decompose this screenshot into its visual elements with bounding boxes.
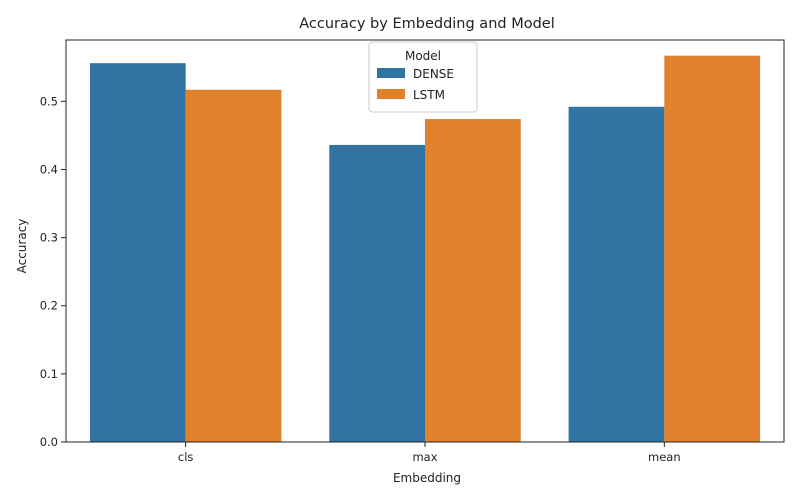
- plot-area: 0.0 0.1 0.2 0.3 0.4 0.5 cls max mean: [40, 39, 785, 464]
- legend-label-lstm: LSTM: [413, 88, 445, 102]
- x-tick-label-max: max: [412, 450, 437, 464]
- legend: Model DENSE LSTM: [368, 41, 478, 113]
- bar-lstm-mean: [664, 55, 761, 443]
- y-tick-label: 0.5: [40, 94, 58, 108]
- y-tick-label: 0.1: [40, 367, 58, 381]
- chart-title: Accuracy by Embedding and Model: [299, 16, 554, 32]
- bar-dense-cls: [89, 63, 186, 443]
- y-axis-label: Accuracy: [15, 219, 29, 274]
- bar-dense-max: [329, 144, 425, 442]
- y-tick-label: 0.4: [40, 162, 58, 176]
- bar-lstm-cls: [185, 89, 282, 443]
- y-tick-label: 0.0: [40, 435, 58, 449]
- x-tick-label-cls: cls: [178, 450, 194, 464]
- x-axis-label: Embedding: [393, 471, 461, 485]
- legend-swatch-lstm: [377, 89, 405, 99]
- y-tick-label: 0.2: [40, 299, 58, 313]
- y-tick-label: 0.3: [40, 231, 58, 245]
- bar-lstm-max: [425, 119, 521, 442]
- legend-title: Model: [405, 49, 441, 63]
- legend-label-dense: DENSE: [413, 67, 454, 81]
- bar-dense-mean: [568, 106, 665, 443]
- x-tick-label-mean: mean: [648, 450, 681, 464]
- legend-swatch-dense: [377, 68, 405, 78]
